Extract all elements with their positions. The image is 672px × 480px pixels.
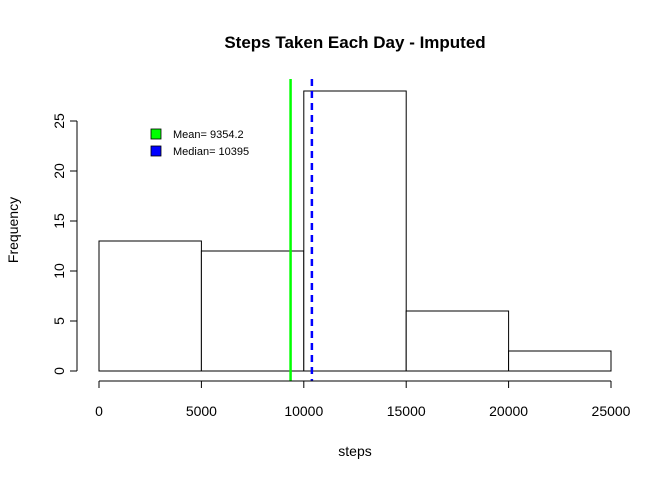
legend-label-1: Median= 10395 [173, 146, 249, 158]
x-axis-label: steps [338, 443, 371, 459]
y-axis-label: Frequency [5, 197, 21, 263]
legend-label-0: Mean= 9354.2 [173, 129, 244, 141]
x-tick-label: 10000 [284, 403, 323, 419]
reference-lines [289, 79, 314, 381]
histogram-bar-4 [508, 350, 612, 372]
histogram-bar-0 [98, 240, 202, 372]
x-tick-label: 25000 [592, 403, 631, 419]
histogram-bar-3 [405, 310, 510, 372]
histogram-bars [98, 90, 612, 372]
y-tick-label: 15 [51, 213, 67, 229]
y-tick-label: 10 [51, 263, 67, 279]
x-tick-label: 15000 [387, 403, 426, 419]
histogram-bar-1 [200, 250, 305, 372]
x-axis: 0 5000 10000 15000 20000 25000 [95, 380, 631, 419]
legend-swatch-1 [150, 145, 162, 157]
x-tick-label: 20000 [489, 403, 528, 419]
y-tick-label: 25 [51, 113, 67, 129]
legend: Mean= 9354.2 Median= 10395 [150, 128, 249, 158]
y-axis: 0 5 10 15 20 25 [51, 113, 78, 375]
y-tick-label: 0 [51, 367, 67, 375]
x-tick-label: 0 [95, 403, 103, 419]
y-tick-label: 5 [51, 317, 67, 325]
y-tick-label: 20 [51, 163, 67, 179]
histogram-bar-2 [303, 90, 407, 372]
chart-title: Steps Taken Each Day - Imputed [224, 33, 485, 52]
legend-swatch-0 [150, 128, 162, 140]
x-tick-label: 5000 [186, 403, 217, 419]
